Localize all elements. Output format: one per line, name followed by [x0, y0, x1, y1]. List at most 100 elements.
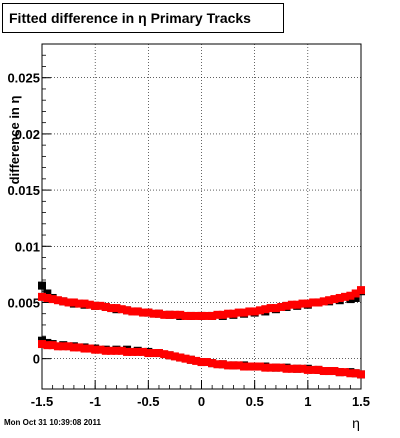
data-point-series-2 — [266, 304, 275, 313]
data-point-series-2 — [154, 309, 163, 318]
data-point-series-4 — [229, 361, 238, 370]
data-point-series-2 — [287, 300, 296, 309]
data-point-series-2 — [107, 304, 116, 313]
data-point-series-2 — [117, 305, 126, 314]
data-point-series-4 — [245, 362, 254, 371]
data-point-series-4 — [38, 340, 46, 349]
x-tick-label: 1 — [304, 394, 311, 409]
data-point-series-4 — [133, 347, 142, 356]
data-point-series-4 — [91, 345, 100, 354]
data-point-series-4 — [298, 364, 307, 373]
data-point-series-4 — [346, 369, 355, 378]
data-point-series-2 — [208, 311, 217, 320]
y-axis-label: difference in η — [7, 96, 22, 185]
data-point-series-4 — [335, 368, 344, 377]
data-point-series-4 — [48, 341, 57, 350]
data-point-series-2 — [314, 298, 323, 307]
data-point-series-4 — [282, 364, 291, 373]
data-point-series-1 — [351, 293, 360, 302]
data-point-series-4 — [303, 365, 312, 374]
data-point-series-4 — [154, 349, 163, 358]
data-point-series-4 — [101, 346, 110, 355]
data-point-series-2 — [271, 304, 280, 313]
data-point-series-4 — [250, 362, 259, 371]
data-point-series-2 — [69, 298, 78, 307]
data-point-series-4 — [128, 347, 137, 356]
timestamp-footer: Mon Oct 31 10:39:08 2011 — [4, 418, 101, 427]
x-tick-label: 0.5 — [246, 394, 264, 409]
data-point-series-2 — [75, 299, 84, 308]
data-point-series-2 — [38, 292, 46, 301]
data-point-series-4 — [341, 368, 350, 377]
data-point-series-2 — [346, 291, 355, 300]
data-point-series-4 — [53, 342, 62, 351]
data-point-series-2 — [229, 309, 238, 318]
data-point-series-2 — [139, 308, 148, 317]
data-point-series-4 — [181, 354, 190, 363]
data-point-series-2 — [224, 309, 233, 318]
data-point-series-2 — [48, 295, 57, 304]
data-point-series-2 — [181, 311, 190, 320]
data-point-series-2 — [293, 300, 302, 309]
data-point-series-4 — [112, 346, 121, 355]
data-point-series-2 — [245, 307, 254, 316]
x-tick-label: -0.5 — [137, 394, 159, 409]
data-point-series-4 — [64, 342, 73, 351]
data-point-series-4 — [351, 369, 360, 378]
data-point-series-4 — [309, 365, 318, 374]
y-tick-label: 0.02 — [15, 127, 40, 142]
data-point-series-4 — [202, 358, 211, 367]
data-point-series-4 — [186, 355, 195, 364]
data-point-series-4 — [314, 365, 323, 374]
data-point-series-2 — [64, 298, 73, 307]
data-point-series-2 — [261, 305, 270, 314]
data-point-series-4 — [176, 353, 185, 362]
data-point-series-4 — [75, 343, 84, 352]
x-tick-label: -1 — [89, 394, 101, 409]
data-point-series-2 — [234, 308, 243, 317]
y-tick-label: 0.005 — [7, 295, 40, 310]
data-point-series-4 — [224, 361, 233, 370]
data-point-series-4 — [165, 351, 174, 360]
data-point-series-4 — [287, 364, 296, 373]
data-point-series-4 — [197, 358, 206, 367]
data-point-series-2 — [96, 301, 105, 310]
data-point-series-2 — [59, 297, 68, 306]
x-tick-label: 1.5 — [352, 394, 370, 409]
data-point-series-4 — [96, 345, 105, 354]
data-point-series-2 — [91, 301, 100, 310]
data-point-series-4 — [59, 342, 68, 351]
data-point-series-2 — [85, 300, 94, 309]
data-point-series-2 — [128, 307, 137, 316]
y-tick-label: 0.015 — [7, 183, 40, 198]
data-point-series-4 — [319, 367, 328, 376]
data-point-series-4 — [192, 356, 201, 365]
data-point-series-2 — [80, 299, 89, 308]
data-point-series-4 — [255, 362, 264, 371]
x-axis-label: η — [352, 415, 360, 431]
data-point-series-4 — [293, 364, 302, 373]
y-tick-label: 0.01 — [15, 239, 40, 254]
data-point-series-2 — [351, 289, 360, 298]
data-point-series-2 — [43, 293, 52, 302]
data-point-series-2 — [213, 310, 222, 319]
data-point-series-4 — [80, 344, 89, 353]
data-point-series-2 — [298, 299, 307, 308]
data-point-series-1 — [38, 281, 46, 290]
data-point-series-4 — [213, 360, 222, 369]
data-point-series-2 — [255, 306, 264, 315]
data-point-series-2 — [170, 310, 179, 319]
data-point-series-2 — [123, 306, 132, 315]
data-point-series-2 — [303, 299, 312, 308]
data-point-series-4 — [170, 352, 179, 361]
data-point-series-2 — [250, 307, 259, 316]
data-point-series-1 — [43, 289, 52, 298]
data-point-series-4 — [330, 367, 339, 376]
data-point-series-4 — [69, 343, 78, 352]
data-point-series-4 — [357, 370, 365, 379]
data-point-series-2 — [144, 308, 153, 317]
data-point-series-4 — [160, 350, 169, 359]
data-point-series-2 — [176, 310, 185, 319]
